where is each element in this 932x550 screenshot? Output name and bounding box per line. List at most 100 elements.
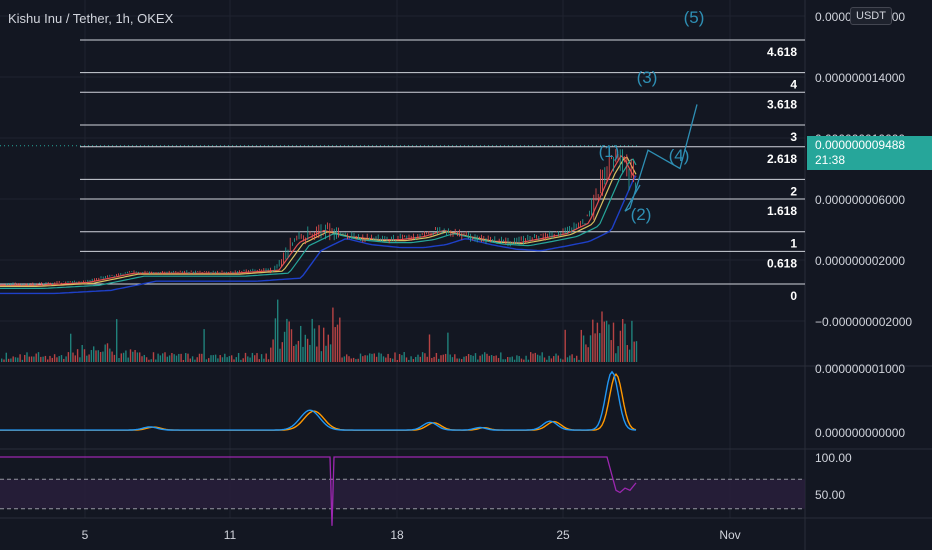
volume-bar [228,356,231,362]
volume-bar [596,322,599,362]
volume-bar [626,345,628,362]
volume-bar [231,355,233,362]
volume-bar [12,356,14,362]
volume-bar [157,353,159,362]
volume-bar [175,355,178,362]
currency-badge[interactable]: USDT [850,7,892,25]
volume-bar [582,335,585,362]
volume-bar [72,352,74,362]
volume-bar [3,359,5,362]
volume-bar [555,353,557,362]
volume-bar [375,356,378,362]
last-price-value: 0.000000009488 [815,138,906,152]
x-tick-1: 11 [224,528,237,542]
volume-bar [543,357,546,362]
elliott-label-3: (4) [669,146,690,165]
volume-bar [474,353,477,362]
rsi-y-tick-0: 100.00 [815,451,852,465]
volume-bar [300,325,302,362]
volume-bar [417,354,419,362]
volume-bar [502,359,504,362]
volume-bar [187,353,189,362]
volume-bar [120,353,122,362]
volume-bar [302,346,304,362]
volume-bar [316,346,318,362]
elliott-label-2: (3) [637,68,658,87]
volume-bar [196,357,198,362]
volume-bar [145,357,148,362]
volume-bar [530,352,532,362]
volume-bar [86,355,88,362]
fibonacci-levels: 0 0.618 1 1.618 2 2.618 3 3.618 4 4.618 [0,39,805,303]
volume-bar [30,356,33,362]
volume-bar [431,357,433,362]
volume-bar [274,318,277,362]
volume-bar [194,359,196,362]
volume-bar [116,319,118,362]
volume-bar [189,358,191,362]
volume-bar [479,355,481,362]
volume-bar [419,356,421,362]
volume-bar [573,358,576,362]
volume-bar [132,351,134,362]
volume-bar [35,353,37,362]
volume-bar [348,356,350,362]
volume-bar [270,347,272,362]
volume-bar [465,356,467,362]
fib-label-9: 4.618 [767,45,797,59]
volume-bar [242,358,244,362]
volume-bar [51,357,53,362]
volume-bar [619,330,622,362]
elliott-wave[interactable]: (1) (2) (3) (4) (5) [599,8,705,224]
volume-bar [594,333,596,362]
volume-bar [272,339,274,362]
volume-bar [254,355,256,362]
volume-bar [313,328,316,362]
oscillator-pane [0,370,637,431]
volume-bar [470,355,472,362]
volume-bar [472,355,474,362]
volume-bar [631,320,633,362]
volume-bar [548,355,550,362]
elliott-label-1: (2) [631,205,652,224]
volume-bar [362,356,364,362]
volume-bar [329,344,332,362]
volume-bar [53,354,56,362]
volume-bar [24,354,26,362]
volume-bar [168,355,171,362]
volume-bar [256,353,258,362]
volume-bar [412,359,415,362]
volume-bar [198,353,201,362]
volume-bar [534,352,536,362]
volume-bar [60,355,63,362]
volume-bar [37,352,40,362]
volume-bar [182,359,185,362]
oscillator-slow-line [0,373,637,431]
fib-label-1: 0.618 [767,256,797,270]
volume-bar [76,349,79,362]
volume-bar [26,352,28,362]
volume-bar [366,355,369,362]
volume-bar [410,356,412,362]
fib-label-7: 3.618 [767,97,797,111]
volume-bar [102,351,104,362]
volume-bar [118,357,120,362]
volume-bar [42,356,44,362]
volume-bar [421,352,424,362]
volume-bar [525,355,527,362]
x-tick-3: 25 [556,528,570,542]
volume-bar [17,357,19,362]
volume-bar [267,359,270,362]
volume-bar [283,331,286,362]
volume-bar [336,324,339,362]
volume-bar [28,356,30,362]
fib-label-0: 0 [790,289,797,303]
volume-bar [477,359,479,362]
volume-bar [65,356,67,362]
volume-bar [263,358,265,362]
volume-bar [612,322,615,362]
volume-bar [495,355,497,362]
volume-bar [352,357,355,362]
